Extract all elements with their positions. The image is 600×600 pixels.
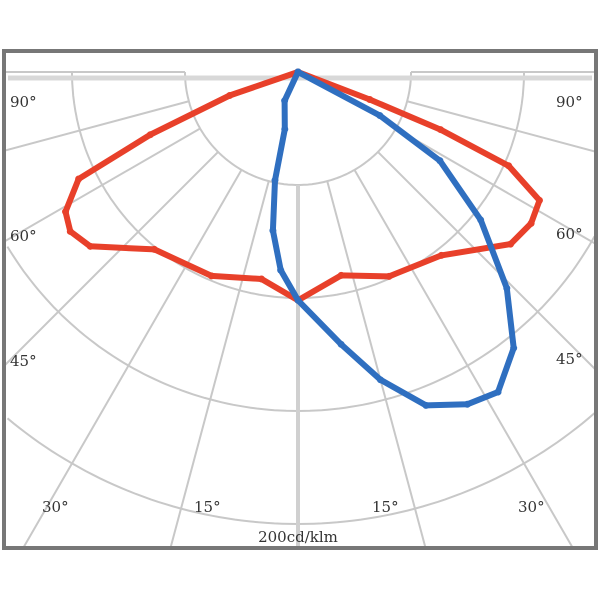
series-point-1	[294, 296, 302, 304]
series-point-1	[463, 400, 471, 408]
series-point-1	[477, 216, 485, 224]
grid-radial	[395, 127, 595, 245]
angle-label-bottom-15-right: 15°	[372, 498, 399, 516]
angle-label-left-90: 90°	[10, 93, 37, 111]
grid-radial	[169, 180, 270, 548]
series-point-1	[436, 157, 444, 165]
grid-radial	[406, 100, 595, 153]
series-point-0	[505, 162, 513, 170]
series-point-0	[66, 227, 74, 235]
series-point-0	[75, 175, 83, 183]
angle-label-bottom-30-left: 30°	[42, 498, 69, 516]
angle-label-left-60: 60°	[10, 227, 37, 245]
grid-ring	[6, 412, 595, 526]
series-line-0	[62, 69, 543, 304]
grid-radial	[326, 180, 427, 548]
series-point-1	[494, 388, 502, 396]
series-point-0	[226, 92, 234, 100]
series-point-0	[436, 126, 444, 134]
series-point-1	[337, 340, 345, 348]
angle-label-right-60: 60°	[556, 225, 583, 243]
series-line-1	[269, 69, 517, 409]
series-point-1	[422, 401, 430, 409]
series-point-0	[258, 275, 266, 283]
series-point-0	[337, 271, 345, 279]
series-point-1	[510, 344, 518, 352]
series-point-0	[150, 245, 158, 253]
angle-label-left-45: 45°	[10, 352, 37, 370]
series-point-0	[207, 272, 215, 280]
angle-label-bottom-15-left: 15°	[194, 498, 221, 516]
grid-radial	[5, 127, 201, 243]
series-point-0	[366, 96, 374, 104]
series-point-0	[86, 242, 94, 250]
grid-radial	[5, 151, 219, 366]
angle-label-bottom-30-right: 30°	[518, 498, 545, 516]
grid-radial	[377, 151, 595, 370]
series-point-1	[376, 376, 384, 384]
grid-radial	[22, 169, 243, 548]
series-point-0	[437, 251, 445, 259]
angle-label-right-45: 45°	[556, 350, 583, 368]
polar-grid	[5, 71, 595, 548]
series-point-1	[281, 125, 289, 133]
series-point-1	[503, 284, 511, 292]
angle-label-right-90: 90°	[556, 93, 583, 111]
series-point-1	[271, 176, 279, 184]
series-point-0	[62, 208, 70, 216]
grid-ring	[6, 235, 595, 413]
scale-label: 200cd/klm	[258, 528, 338, 546]
series-point-0	[146, 131, 154, 139]
series-point-1	[281, 97, 289, 105]
series-point-1	[277, 266, 285, 274]
series-point-0	[535, 196, 543, 204]
grid-radial	[5, 100, 190, 152]
series-point-0	[527, 219, 535, 227]
series-point-1	[294, 68, 302, 76]
series-point-1	[269, 226, 277, 234]
chart-frame	[2, 49, 598, 550]
grid-ring	[184, 72, 412, 186]
series-point-0	[385, 272, 393, 280]
series-point-1	[376, 112, 384, 120]
grid-radial	[353, 169, 574, 548]
series-point-0	[507, 240, 515, 248]
